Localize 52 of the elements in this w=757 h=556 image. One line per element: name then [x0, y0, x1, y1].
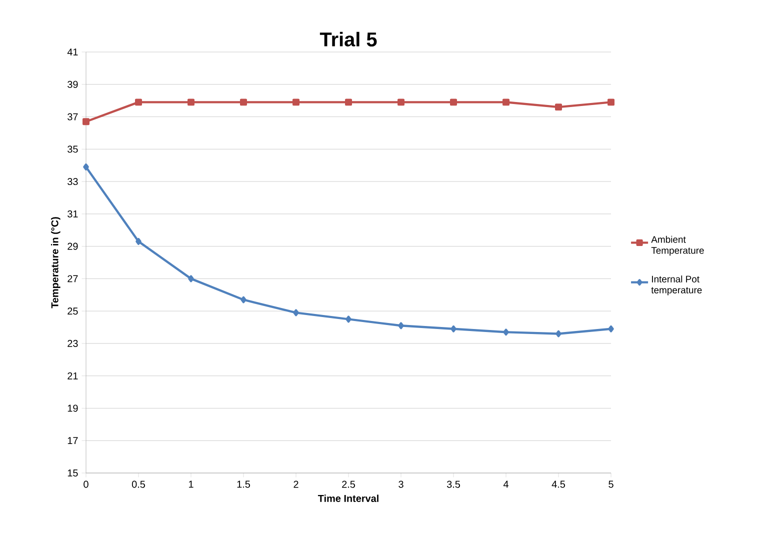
point: [608, 98, 614, 106]
point: [293, 309, 299, 316]
point: [502, 98, 510, 106]
x-tick-label: 1: [188, 480, 194, 488]
y-tick-label: 17: [68, 437, 78, 444]
point: [555, 104, 562, 111]
point: [608, 325, 614, 332]
y-tick-label: 21: [68, 372, 78, 380]
point: [82, 118, 90, 126]
legend-label: Ambient Temperature: [651, 236, 704, 256]
x-axis-title: Time Interval: [318, 494, 378, 502]
y-tick-label: 25: [68, 308, 78, 315]
x-tick-label: 3: [398, 480, 404, 488]
x-tick-label: 5: [608, 480, 614, 488]
point: [398, 98, 404, 106]
point: [450, 98, 457, 106]
y-tick-label: 23: [68, 340, 78, 347]
point: [345, 98, 352, 106]
point: [503, 328, 509, 336]
x-tick-label: 0.5: [132, 480, 146, 488]
x-tick-label: 4.5: [552, 480, 566, 488]
point: [135, 98, 142, 106]
y-tick-label: 39: [68, 80, 78, 88]
point: [450, 325, 456, 332]
chart-title: Trial 5: [320, 32, 377, 46]
point: [398, 322, 404, 330]
legend-label: Internal Pot temperature: [651, 275, 702, 296]
x-tick-label: 0: [84, 480, 88, 488]
y-tick-label: 29: [68, 242, 78, 250]
y-tick-label: 35: [68, 146, 78, 153]
point: [83, 163, 89, 170]
x-tick-label: 3.5: [446, 480, 460, 488]
point: [188, 275, 194, 282]
y-tick-label: 27: [68, 275, 78, 282]
point: [240, 296, 246, 304]
point: [240, 98, 247, 106]
point: [292, 98, 300, 106]
y-tick-label: 37: [68, 113, 78, 120]
y-tick-label: 33: [68, 178, 78, 186]
y-axis-title: Temperature in (°C): [51, 217, 60, 308]
point: [136, 238, 142, 245]
x-tick-label: 2: [294, 480, 298, 488]
y-tick-label: 31: [68, 210, 78, 218]
y-tick-label: 15: [68, 470, 78, 476]
point: [188, 98, 194, 106]
point: [346, 316, 352, 323]
x-tick-label: 2.5: [342, 480, 356, 488]
x-tick-label: 1.5: [237, 480, 250, 488]
point: [556, 330, 562, 338]
x-tick-label: 4: [503, 480, 508, 488]
y-tick-label: 41: [67, 48, 78, 56]
y-tick-label: 19: [68, 404, 78, 412]
